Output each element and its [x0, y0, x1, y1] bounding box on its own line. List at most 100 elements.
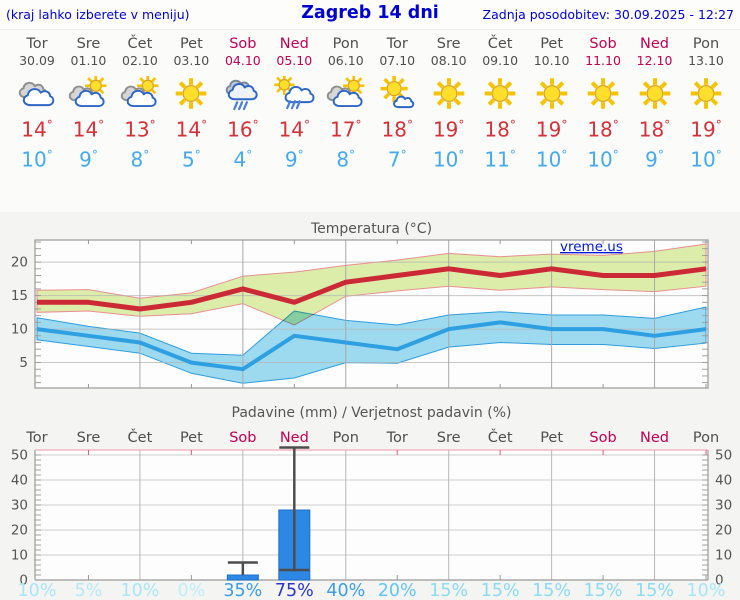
min-temp: 11° [484, 147, 516, 172]
day-column: Čet 09.10 18° 11° [474, 30, 526, 212]
weather-icon-sonce-dez [274, 74, 315, 110]
precip-ytick-label: 30 [11, 498, 28, 514]
precip-probability-label: 10% [120, 581, 159, 600]
temp-ytick-label: 5 [19, 355, 28, 371]
precip-ytick-label: 50 [715, 448, 732, 464]
precip-day-label: Pet [540, 430, 563, 446]
max-temp: 13° [124, 117, 156, 142]
day-column: Sob 11.10 18° 10° [577, 30, 629, 212]
weather-icon-sonce [484, 78, 516, 109]
precip-day-label: Pon [333, 430, 359, 446]
day-name: Tor [386, 36, 408, 52]
weather-icon-sonce [536, 78, 567, 109]
sun-shape [274, 74, 295, 95]
max-temp: 14° [72, 117, 105, 142]
rain-streaks [286, 100, 302, 110]
day-icon-box [423, 76, 475, 111]
day-date: 04.10 [224, 53, 261, 68]
min-temp: 4° [233, 147, 253, 172]
max-temp: 14° [278, 117, 311, 142]
day-icon-box [114, 75, 166, 111]
precip-ytick-label: 40 [11, 473, 28, 489]
max-temp: 19° [535, 117, 568, 142]
day-name: Ned [640, 36, 670, 52]
precip-ytick-label: 50 [11, 448, 28, 464]
max-temp: 19° [690, 117, 722, 142]
max-temp: 18° [381, 117, 413, 142]
day-column: Ned 05.10 14° 9° [268, 30, 320, 212]
day-name: Ned [279, 36, 309, 52]
day-icon-box [371, 75, 423, 111]
precip-probability-label: 10% [687, 581, 726, 600]
day-column: Pon 06.10 17° 8° [320, 30, 372, 212]
min-temp: 9° [284, 147, 304, 172]
day-name: Tor [26, 36, 48, 52]
day-name: Pon [692, 36, 720, 52]
min-temp: 7° [387, 147, 407, 172]
max-temp: 18° [638, 117, 671, 142]
weather-icon-delno [120, 75, 159, 108]
day-date: 11.10 [585, 53, 621, 68]
day-name: Čet [127, 36, 153, 52]
sun-shape [484, 78, 516, 109]
precip-probability-label: 0% [178, 581, 206, 600]
precip-day-label: Sob [229, 430, 256, 446]
precip-probability-label: 75% [275, 581, 314, 600]
day-date: 09.10 [482, 53, 519, 68]
day-date: 13.10 [688, 53, 724, 68]
max-temp-line [37, 266, 707, 312]
weather-icon-sonce [587, 78, 619, 109]
precip-day-label: Pon [693, 430, 719, 446]
charts-area: 5 10 15 20 Temperatura (°C) vreme.us 0 0 10 10 20 2… [0, 212, 740, 600]
day-icon-box [217, 76, 269, 111]
precip-ytick-label: 10 [715, 548, 732, 564]
day-column: Tor 30.09 14° 10° [11, 30, 63, 212]
day-date: 03.10 [173, 53, 210, 68]
vreme-us-link[interactable]: vreme.us [560, 239, 623, 255]
precip-bar [226, 574, 259, 581]
weather-icon-sonce [433, 78, 464, 109]
max-temp: 14° [21, 117, 53, 142]
day-column: Sre 08.10 19° 10° [423, 30, 475, 212]
precip-day-label: Sob [589, 430, 616, 446]
day-date: 10.10 [533, 53, 570, 68]
day-date: 06.10 [327, 53, 364, 68]
sun-shape [587, 78, 619, 109]
weather-icon-delno [69, 75, 107, 108]
precip-day-label: Pet [180, 430, 203, 446]
day-icon-box [629, 76, 681, 111]
precip-day-label: Ned [280, 430, 309, 446]
header-bar: (kraj lahko izberete v meniju) Zagreb 14… [0, 0, 740, 30]
menu-hint-text: (kraj lahko izberete v meniju) [6, 7, 190, 22]
temp-ytick-label: 20 [11, 255, 28, 271]
day-date: 05.10 [276, 53, 313, 68]
day-icon-box [320, 75, 372, 111]
day-icon-box [577, 76, 629, 111]
precip-day-label: Sre [437, 430, 461, 446]
weather-icon-delno [326, 75, 365, 108]
day-icon-box [62, 75, 114, 111]
precip-probability-label: 15% [532, 581, 571, 600]
precip-day-label: Sre [77, 430, 101, 446]
precip-ytick-label: 10 [11, 548, 28, 564]
day-name: Sre [76, 36, 101, 52]
day-date: 07.10 [379, 53, 416, 68]
precip-day-label: Čet [128, 428, 153, 446]
temp-plot-border [34, 239, 709, 389]
day-name: Sob [229, 36, 257, 52]
min-temp: 10° [587, 147, 619, 172]
precip-probability-label: 15% [429, 581, 468, 600]
sun-shape [176, 78, 207, 109]
max-temp: 18° [484, 117, 516, 142]
day-date: 08.10 [430, 53, 467, 68]
precip-probability-label: 10% [18, 581, 57, 600]
temp-ytick-label: 15 [11, 288, 28, 304]
cloud-shape [22, 88, 55, 107]
precip-chart-title: Padavine (mm) / Verjetnost padavin (%) [232, 405, 512, 421]
day-name: Pet [540, 36, 564, 52]
rain-streaks [232, 101, 248, 111]
precip-probability-label: 35% [223, 581, 262, 600]
sun-shape [433, 78, 464, 109]
precip-ytick-label: 20 [11, 523, 28, 539]
precip-day-label: Tor [386, 430, 408, 446]
